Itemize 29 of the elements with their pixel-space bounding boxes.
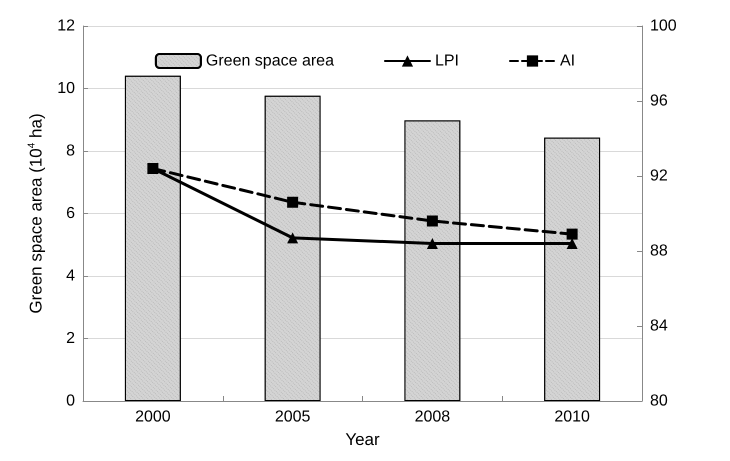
y2-tick-label: 84 [650,318,668,334]
x-tick-label: 2000 [135,408,171,426]
point [426,216,438,226]
y2-tick-label: 88 [650,242,668,260]
point [566,228,578,240]
x-tick-label: 2008 [414,408,450,426]
y2-tick-label: 80 [650,392,668,410]
y-tick-label: 2 [66,330,76,347]
legend-label: Green space area [206,52,334,70]
x-tick-label: 2005 [274,408,311,426]
y-tick-label: 10 [57,80,76,97]
point [287,196,298,208]
y-tick-label: 8 [66,142,76,160]
y2-tick-label: 96 [650,92,668,110]
point [287,232,298,244]
point [147,163,158,174]
y-tick-label: 0 [66,392,76,410]
y-tick-label: 6 [66,205,76,222]
y-axis-title: Green space area (104 ha) [26,113,46,314]
legend-label: LPI [434,52,459,70]
point [566,238,578,249]
y-tick-label: 12 [57,18,76,34]
y-tick-label: 4 [66,268,76,284]
x-tick-label: 2010 [554,408,590,426]
point [426,238,438,249]
y2-tick-label: 92 [650,168,668,184]
y2-tick-label: 100 [650,18,677,34]
legend-label: AI [560,52,576,70]
x-axis-title: Year [345,430,380,449]
